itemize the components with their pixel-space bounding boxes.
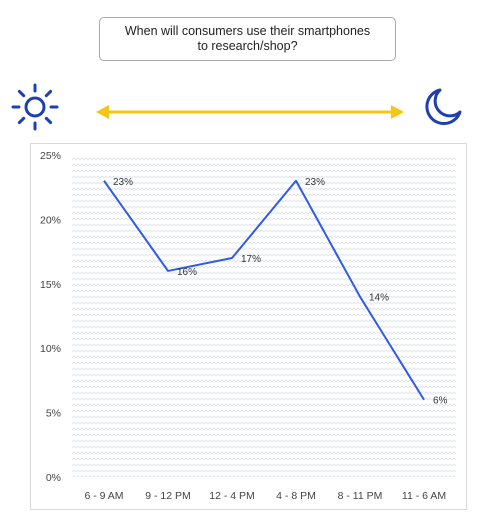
x-tick-label: 6 - 9 AM [84, 490, 123, 502]
x-axis: 6 - 9 AM 9 - 12 PM 12 - 4 PM 4 - 8 PM 8 - 11… [84, 490, 446, 502]
data-label: 23% [113, 177, 133, 188]
y-axis: 0% 5% 10% 15% 20% 25% [40, 150, 61, 484]
chart-title-line-1: When will consumers use their smartphone… [124, 24, 371, 38]
series-line-group [103, 179, 425, 401]
data-label: 16% [177, 267, 197, 278]
data-label: 14% [369, 293, 389, 304]
x-tick-label: 11 - 6 AM [402, 490, 446, 502]
y-tick-label: 25% [40, 150, 61, 162]
chart-title-box: When will consumers use their smartphone… [99, 17, 396, 61]
x-tick-label: 8 - 11 PM [338, 490, 383, 502]
moon-icon [425, 88, 462, 126]
chart-frame [30, 143, 467, 510]
y-tick-label: 0% [46, 472, 61, 484]
x-tick-label: 4 - 8 PM [276, 490, 316, 502]
chart-title-line-2: to research/shop? [197, 39, 298, 53]
data-label: 23% [305, 177, 325, 188]
x-tick-label: 12 - 4 PM [209, 490, 255, 502]
y-tick-label: 15% [40, 279, 61, 291]
sun-icon [11, 83, 59, 131]
y-tick-label: 20% [40, 214, 61, 226]
y-tick-label: 10% [40, 343, 61, 355]
x-tick-label: 9 - 12 PM [145, 490, 191, 502]
data-label: 17% [241, 254, 261, 265]
y-tick-label: 5% [46, 408, 61, 420]
double-arrow-icon [96, 105, 404, 119]
series-line [103, 179, 425, 401]
data-label: 6% [433, 396, 448, 407]
data-label-group: 23% 16% 17% 23% 14% 6% [103, 177, 448, 407]
plot-area [72, 155, 456, 477]
